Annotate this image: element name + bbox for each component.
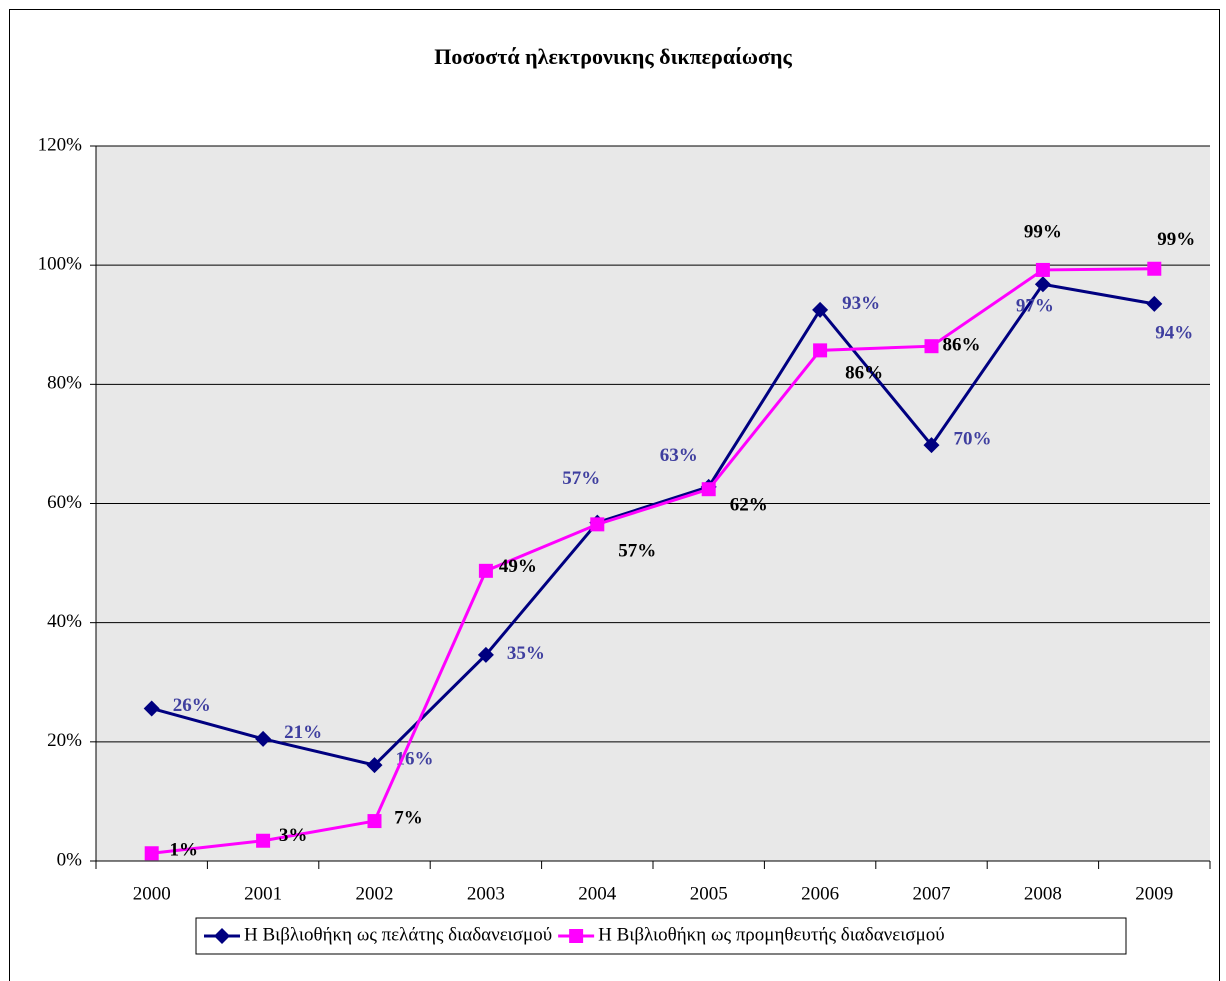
legend-label: Η Βιβλιοθήκη ως προμηθευτής διαδανεισμού [598, 924, 945, 945]
data-label: 26% [173, 695, 211, 716]
marker [1034, 276, 1051, 293]
legend-box [195, 917, 1127, 955]
y-tick-label: 0% [57, 849, 83, 870]
data-label: 70% [954, 428, 992, 449]
marker [812, 301, 829, 318]
marker [214, 928, 230, 944]
data-label: 21% [284, 722, 322, 743]
x-tick-label: 2008 [1024, 883, 1062, 904]
marker [1035, 262, 1050, 277]
x-tick-label: 2002 [356, 883, 394, 904]
data-label: 94% [1155, 322, 1193, 343]
data-label: 63% [660, 445, 698, 466]
marker [143, 700, 160, 717]
x-tick-label: 2006 [801, 883, 839, 904]
series-line [151, 267, 1155, 855]
marker [701, 482, 716, 497]
marker [144, 846, 159, 861]
x-tick-label: 2000 [133, 883, 171, 904]
data-label: 93% [842, 293, 880, 314]
y-tick-label: 120% [38, 134, 83, 155]
data-label: 99% [1024, 221, 1062, 242]
data-label: 97% [1016, 296, 1054, 317]
y-tick-label: 60% [47, 492, 82, 513]
x-tick-label: 2003 [467, 883, 505, 904]
x-tick-label: 2009 [1135, 883, 1173, 904]
series-line [151, 282, 1155, 767]
data-label: 99% [1157, 229, 1195, 250]
marker [367, 814, 382, 829]
marker [1147, 261, 1162, 276]
marker [478, 563, 493, 578]
y-tick-label: 100% [38, 254, 83, 275]
data-label: 3% [279, 825, 308, 846]
marker [1146, 295, 1163, 312]
x-tick-label: 2005 [690, 883, 728, 904]
chart-title: Ποσοστά ηλεκτρονικης δικπεραίωσης [434, 44, 792, 69]
marker [366, 757, 383, 774]
data-label: 62% [730, 495, 768, 516]
marker [924, 339, 939, 354]
marker [590, 517, 605, 532]
marker [813, 343, 828, 358]
data-label: 86% [943, 335, 981, 356]
data-label: 86% [845, 363, 883, 384]
marker [477, 646, 494, 663]
data-label: 57% [562, 468, 600, 489]
y-tick-label: 20% [47, 730, 82, 751]
data-label: 35% [507, 643, 545, 664]
marker [256, 833, 271, 848]
x-tick-label: 2004 [578, 883, 617, 904]
x-tick-label: 2001 [244, 883, 282, 904]
y-tick-label: 80% [47, 373, 82, 394]
marker [255, 730, 272, 747]
marker [923, 437, 940, 454]
x-tick-label: 2007 [913, 883, 951, 904]
marker [569, 929, 584, 943]
data-label: 49% [499, 556, 537, 577]
y-tick-label: 40% [47, 611, 82, 632]
legend-label: Η Βιβλιοθήκη ως πελάτης διαδανεισμού [244, 924, 552, 945]
data-label: 1% [169, 840, 198, 861]
data-label: 57% [618, 541, 656, 562]
data-label: 7% [394, 807, 423, 828]
